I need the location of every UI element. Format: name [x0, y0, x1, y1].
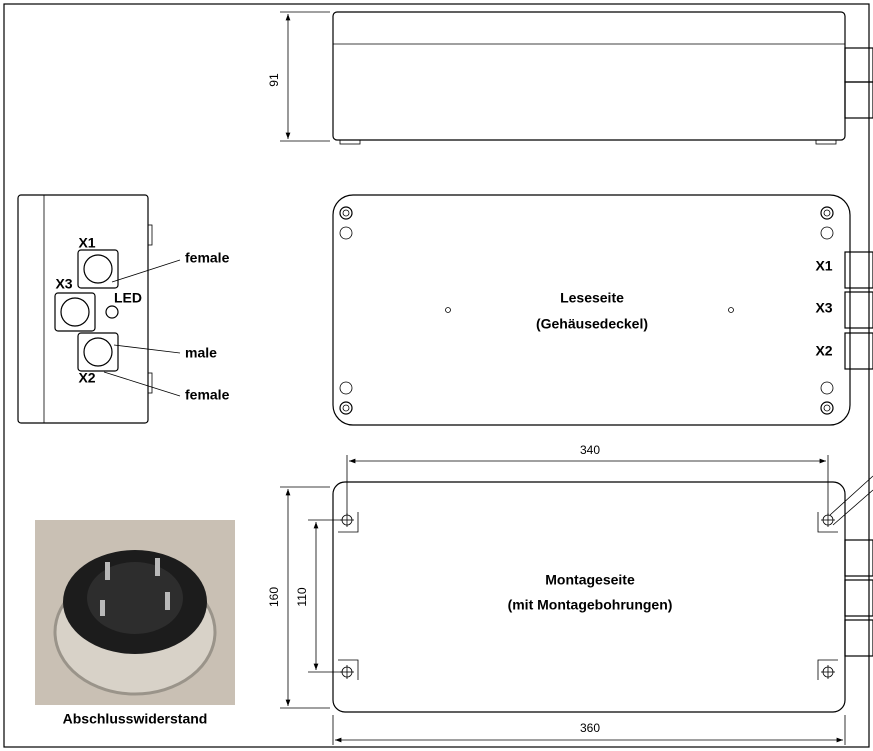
view-subtitle: (mit Montagebohrungen) [508, 597, 673, 613]
view-title: Montageseite [545, 572, 635, 588]
connector-label: X3 [55, 276, 72, 292]
callout: female [185, 250, 230, 266]
dim-label: 340 [580, 443, 600, 457]
connector-label: X2 [815, 343, 832, 359]
connector-label: X3 [815, 300, 832, 316]
connector-label: X1 [78, 235, 95, 251]
view-title: Leseseite [560, 290, 624, 306]
led-label: LED [114, 290, 142, 306]
top-view: 91 [267, 12, 873, 144]
callout: female [185, 387, 230, 403]
mounting-side: 340 160 110 360 Montageseite (mit Montag… [267, 443, 873, 745]
dim-label: 110 [295, 587, 309, 606]
callout: male [185, 345, 217, 361]
connector-label: X2 [78, 370, 95, 386]
connector-label: X1 [815, 258, 832, 274]
photo-caption: Abschlusswiderstand [63, 711, 208, 727]
drawing: 91 X1 X3 X2 LED female male female Leses… [0, 0, 873, 751]
dim-label: 91 [267, 73, 281, 87]
view-subtitle: (Gehäusedeckel) [536, 316, 648, 332]
dim-label: 360 [580, 721, 600, 735]
reading-side: Leseseite (Gehäusedeckel) X1 X3 X2 [333, 195, 873, 425]
photo: Abschlusswiderstand [35, 520, 235, 727]
front-view: X1 X3 X2 LED female male female [18, 195, 230, 423]
dim-label: 160 [267, 587, 281, 607]
